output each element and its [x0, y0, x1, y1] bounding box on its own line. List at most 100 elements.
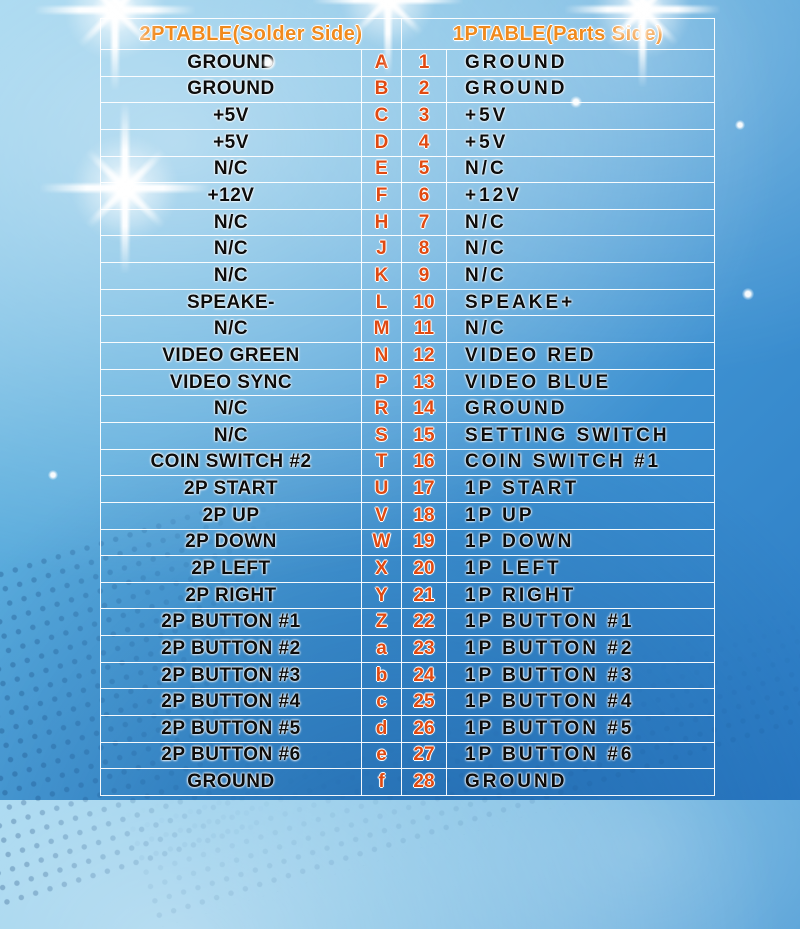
solder-label-cell: N/C: [101, 395, 361, 422]
pin-letter-cell: Y: [361, 581, 401, 609]
pin-number-cell: 2: [401, 75, 446, 103]
solder-label-cell: +5V: [101, 128, 361, 156]
parts-label-cell: 1P LEFT: [446, 555, 714, 582]
table-row: 2P RIGHT Y 21 1P RIGHT: [101, 581, 714, 609]
sparkle-dot-icon: [742, 288, 754, 300]
parts-label-cell: GROUND: [446, 75, 714, 103]
table-row: 2P LEFT X 20 1P LEFT: [101, 555, 714, 582]
pin-letter-cell: a: [361, 635, 401, 662]
parts-label-cell: 1P START: [446, 475, 714, 502]
pin-number-cell: 16: [401, 448, 446, 476]
parts-label-cell: 1P BUTTON #1: [446, 608, 714, 636]
jamma-pinout-table: 2PTABLE(Solder Side) 1PTABLE(Parts Side)…: [100, 18, 715, 796]
pin-number-cell: 20: [401, 555, 446, 582]
pin-letter-cell: H: [361, 208, 401, 236]
parts-label-cell: SETTING SWITCH: [446, 421, 714, 449]
parts-label-cell: GROUND: [446, 395, 714, 422]
parts-label-cell: GROUND: [446, 49, 714, 76]
parts-label-cell: N/C: [446, 262, 714, 289]
solder-label-cell: N/C: [101, 155, 361, 183]
parts-label-cell: 1P RIGHT: [446, 581, 714, 609]
solder-label-cell: N/C: [101, 421, 361, 449]
solder-label-cell: VIDEO GREEN: [101, 342, 361, 369]
pin-number-cell: 14: [401, 395, 446, 422]
parts-label-cell: VIDEO BLUE: [446, 368, 714, 396]
sparkle-dot-icon: [48, 470, 58, 480]
pin-number-cell: 12: [401, 342, 446, 369]
table-row: VIDEO SYNC P 13 VIDEO BLUE: [101, 368, 714, 396]
table-row: N/C S 15 SETTING SWITCH: [101, 421, 714, 449]
pin-number-cell: 22: [401, 608, 446, 636]
sparkle-dot-icon: [735, 120, 745, 130]
solder-label-cell: COIN SWITCH #2: [101, 448, 361, 476]
table-row: N/C K 9 N/C: [101, 262, 714, 289]
pin-letter-cell: d: [361, 715, 401, 742]
pin-number-cell: 24: [401, 661, 446, 689]
pin-letter-cell: W: [361, 528, 401, 556]
pin-letter-cell: J: [361, 235, 401, 263]
pin-number-cell: 3: [401, 102, 446, 129]
solder-label-cell: VIDEO SYNC: [101, 368, 361, 396]
pin-number-cell: 26: [401, 715, 446, 742]
pin-letter-cell: c: [361, 688, 401, 716]
solder-label-cell: 2P BUTTON #3: [101, 661, 361, 689]
pin-number-cell: 17: [401, 475, 446, 502]
pin-letter-cell: b: [361, 661, 401, 689]
solder-label-cell: 2P BUTTON #5: [101, 715, 361, 742]
solder-label-cell: 2P LEFT: [101, 555, 361, 582]
pin-letter-cell: K: [361, 262, 401, 289]
pin-number-cell: 18: [401, 501, 446, 529]
pin-number-cell: 27: [401, 741, 446, 769]
table-row: GROUND B 2 GROUND: [101, 75, 714, 103]
solder-label-cell: 2P UP: [101, 501, 361, 529]
table-row: COIN SWITCH #2 T 16 COIN SWITCH #1: [101, 448, 714, 476]
solder-label-cell: 2P RIGHT: [101, 581, 361, 609]
pin-letter-cell: A: [361, 49, 401, 76]
parts-label-cell: GROUND: [446, 768, 714, 795]
pin-number-cell: 19: [401, 528, 446, 556]
parts-label-cell: VIDEO RED: [446, 342, 714, 369]
pin-letter-cell: X: [361, 555, 401, 582]
pin-letter-cell: D: [361, 128, 401, 156]
table-row: 2P BUTTON #5 d 26 1P BUTTON #5: [101, 715, 714, 742]
solder-label-cell: 2P START: [101, 475, 361, 502]
solder-label-cell: 2P BUTTON #6: [101, 741, 361, 769]
parts-label-cell: 1P DOWN: [446, 528, 714, 556]
table-row: 2P BUTTON #1 Z 22 1P BUTTON #1: [101, 608, 714, 636]
pin-number-cell: 8: [401, 235, 446, 263]
parts-label-cell: N/C: [446, 208, 714, 236]
solder-label-cell: N/C: [101, 315, 361, 342]
solder-label-cell: N/C: [101, 208, 361, 236]
table-row: VIDEO GREEN N 12 VIDEO RED: [101, 342, 714, 369]
parts-label-cell: N/C: [446, 235, 714, 263]
parts-label-cell: 1P BUTTON #2: [446, 635, 714, 662]
parts-label-cell: N/C: [446, 315, 714, 343]
table-row: SPEAKE- L 10 SPEAKE+: [101, 288, 714, 316]
solder-label-cell: 2P BUTTON #4: [101, 688, 361, 715]
solder-label-cell: +5V: [101, 102, 361, 129]
solder-label-cell: 2P BUTTON #2: [101, 635, 361, 662]
pin-number-cell: 15: [401, 421, 446, 449]
parts-label-cell: SPEAKE+: [446, 288, 714, 316]
pin-number-cell: 23: [401, 635, 446, 662]
header-parts-side: 1PTABLE(Parts Side): [401, 19, 714, 49]
solder-label-cell: 2P DOWN: [101, 528, 361, 556]
parts-label-cell: N/C: [446, 155, 714, 183]
table-row: 2P BUTTON #4 c 25 1P BUTTON #4: [101, 688, 714, 716]
table-row: N/C H 7 N/C: [101, 208, 714, 236]
pin-number-cell: 21: [401, 581, 446, 609]
parts-label-cell: +5V: [446, 128, 714, 156]
table-row: N/C J 8 N/C: [101, 235, 714, 263]
table-row: GROUND A 1 GROUND: [101, 49, 714, 76]
pin-letter-cell: Z: [361, 608, 401, 636]
solder-label-cell: +12V: [101, 182, 361, 209]
parts-label-cell: COIN SWITCH #1: [446, 448, 714, 476]
table-row: N/C E 5 N/C: [101, 155, 714, 183]
table-row: 2P UP V 18 1P UP: [101, 501, 714, 529]
parts-label-cell: 1P BUTTON #5: [446, 715, 714, 742]
parts-label-cell: +12V: [446, 182, 714, 209]
solder-label-cell: SPEAKE-: [101, 288, 361, 316]
pin-letter-cell: U: [361, 475, 401, 502]
solder-label-cell: N/C: [101, 262, 361, 289]
solder-label-cell: N/C: [101, 235, 361, 262]
